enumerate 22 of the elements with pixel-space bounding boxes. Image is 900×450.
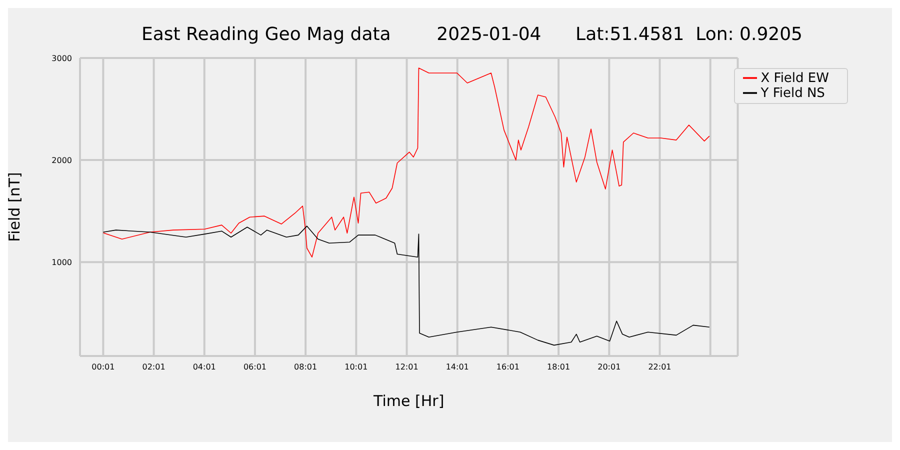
legend-label: X Field EW (760, 71, 829, 86)
legend-label: Y Field NS (760, 86, 825, 101)
x-tick-label: 22:01 (648, 362, 672, 372)
y-tick-label: 3000 (52, 54, 72, 63)
y-tick-label: 2000 (52, 156, 72, 165)
x-tick-label: 08:01 (294, 362, 318, 372)
x-tick-label: 04:01 (192, 362, 216, 372)
x-tick-label: 18:01 (547, 362, 570, 372)
line-series (102, 226, 710, 346)
y-axis-title: Field [nT] (5, 172, 24, 242)
chart-title: East Reading Geo Mag data 2025-01-04 Lat:51.4581 Lon: 0.9205 (140, 24, 804, 45)
line-series (102, 68, 710, 258)
x-tick-label: 20:01 (598, 362, 621, 372)
x-axis-title: Time [Hr] (372, 392, 444, 410)
x-tick-label: 16:01 (496, 362, 520, 372)
x-tick-label: 12:01 (395, 362, 418, 372)
x-tick-label: 00:01 (92, 362, 115, 372)
y-tick-label: 1000 (52, 258, 72, 267)
x-tick-label: 06:01 (243, 362, 267, 372)
x-tick-label: 02:01 (142, 362, 166, 372)
x-tick-label: 14:01 (446, 362, 469, 372)
x-tick-label: 10:01 (344, 362, 368, 372)
